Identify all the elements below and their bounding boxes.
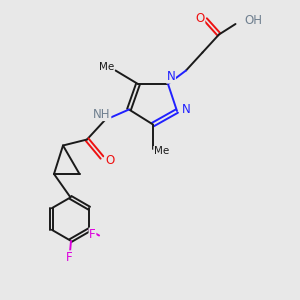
Text: O: O [196,11,205,25]
Text: Me: Me [154,146,169,157]
Text: F: F [66,251,72,264]
Text: N: N [167,70,176,83]
Text: N: N [182,103,190,116]
Text: Me: Me [99,62,114,73]
Text: OH: OH [244,14,262,27]
Text: NH: NH [93,107,111,121]
Text: O: O [105,154,114,167]
Text: F: F [89,228,96,241]
